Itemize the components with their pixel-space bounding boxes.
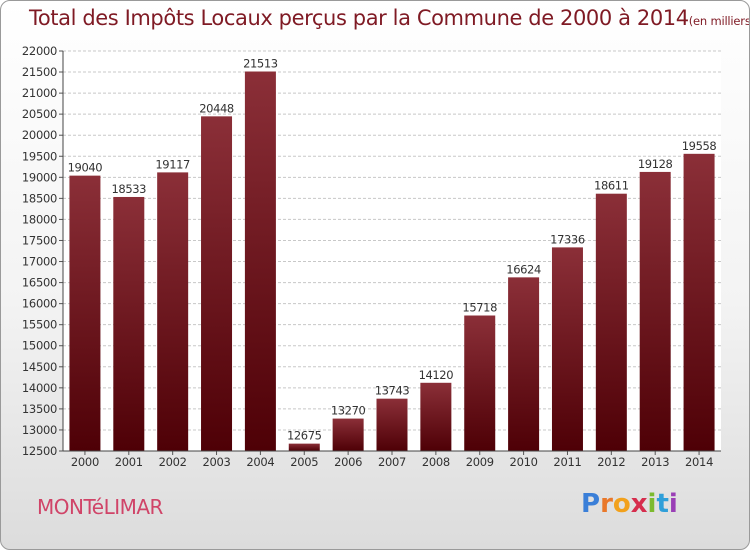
data-label: 12675 bbox=[287, 429, 322, 443]
x-tick-label: 2009 bbox=[466, 455, 494, 469]
commune-name: MONTéLIMAR bbox=[37, 495, 163, 519]
y-tick-label: 19000 bbox=[22, 170, 57, 184]
bar bbox=[69, 175, 101, 451]
bar bbox=[157, 172, 189, 452]
data-label: 17336 bbox=[550, 232, 585, 246]
y-tick-label: 21000 bbox=[22, 86, 57, 100]
bar bbox=[113, 196, 145, 451]
logo-letter: o bbox=[612, 489, 631, 519]
logo-letter: i bbox=[647, 489, 657, 519]
x-tick-label: 2013 bbox=[641, 455, 669, 469]
data-label: 19117 bbox=[155, 157, 190, 171]
bar bbox=[332, 418, 364, 451]
y-tick-label: 13000 bbox=[22, 423, 57, 437]
y-tick-label: 15500 bbox=[22, 318, 57, 332]
bar bbox=[683, 153, 715, 452]
y-tick-label: 16500 bbox=[22, 276, 57, 290]
x-tick-label: 2012 bbox=[597, 455, 625, 469]
y-tick-label: 15000 bbox=[22, 339, 57, 353]
logo-letter: P bbox=[581, 489, 601, 519]
chart-title: Total des Impôts Locaux perçus par la Co… bbox=[29, 6, 750, 30]
bar bbox=[595, 193, 627, 451]
x-tick-label: 2011 bbox=[553, 455, 581, 469]
x-tick-label: 2010 bbox=[510, 455, 538, 469]
data-label: 20448 bbox=[199, 101, 234, 115]
data-label: 14120 bbox=[419, 368, 454, 382]
logo-letter: i bbox=[668, 489, 678, 519]
bar bbox=[508, 277, 540, 451]
title-text: Total des Impôts Locaux perçus par la Co… bbox=[29, 6, 689, 30]
data-label: 16624 bbox=[506, 262, 541, 276]
x-tick-label: 2005 bbox=[290, 455, 318, 469]
y-tick-label: 22000 bbox=[22, 44, 57, 58]
data-label: 18533 bbox=[112, 182, 147, 196]
bar bbox=[551, 247, 583, 451]
y-tick-label: 17500 bbox=[22, 233, 57, 247]
data-label: 13743 bbox=[375, 384, 410, 398]
y-tick-label: 16000 bbox=[22, 297, 57, 311]
bar bbox=[244, 71, 276, 452]
y-tick-label: 20500 bbox=[22, 107, 57, 121]
y-tick-label: 20000 bbox=[22, 128, 57, 142]
y-tick-label: 21500 bbox=[22, 65, 57, 79]
logo-letter: t bbox=[656, 489, 669, 519]
data-label: 19128 bbox=[638, 157, 673, 171]
y-tick-label: 14500 bbox=[22, 360, 57, 374]
bar bbox=[201, 116, 233, 452]
title-unit: (en milliers d'€) bbox=[688, 14, 750, 28]
data-label: 13270 bbox=[331, 404, 366, 418]
x-tick-label: 2008 bbox=[422, 455, 450, 469]
proxiti-logo: Proxiti bbox=[581, 489, 678, 519]
logo-letter: r bbox=[600, 489, 613, 519]
bar bbox=[464, 315, 496, 451]
bar bbox=[288, 443, 320, 451]
data-label: 15718 bbox=[462, 301, 497, 315]
bar bbox=[420, 382, 452, 451]
y-tick-label: 19500 bbox=[22, 149, 57, 163]
x-tick-label: 2006 bbox=[334, 455, 362, 469]
y-tick-label: 18500 bbox=[22, 191, 57, 205]
logo-letter: x bbox=[630, 489, 648, 519]
bar bbox=[376, 398, 408, 451]
y-tick-label: 13500 bbox=[22, 402, 57, 416]
y-tick-label: 14000 bbox=[22, 381, 57, 395]
x-tick-label: 2003 bbox=[202, 455, 230, 469]
y-tick-label: 12500 bbox=[22, 444, 57, 458]
y-tick-label: 17000 bbox=[22, 255, 57, 269]
x-tick-label: 2001 bbox=[115, 455, 143, 469]
x-tick-label: 2007 bbox=[378, 455, 406, 469]
data-label: 19040 bbox=[68, 161, 103, 175]
y-tick-label: 18000 bbox=[22, 212, 57, 226]
x-tick-label: 2000 bbox=[71, 455, 99, 469]
x-tick-label: 2002 bbox=[159, 455, 187, 469]
data-label: 21513 bbox=[243, 57, 278, 71]
bar bbox=[639, 171, 671, 451]
x-tick-label: 2014 bbox=[685, 455, 713, 469]
x-tick-label: 2004 bbox=[246, 455, 274, 469]
data-label: 19558 bbox=[682, 139, 717, 153]
data-label: 18611 bbox=[594, 179, 629, 193]
